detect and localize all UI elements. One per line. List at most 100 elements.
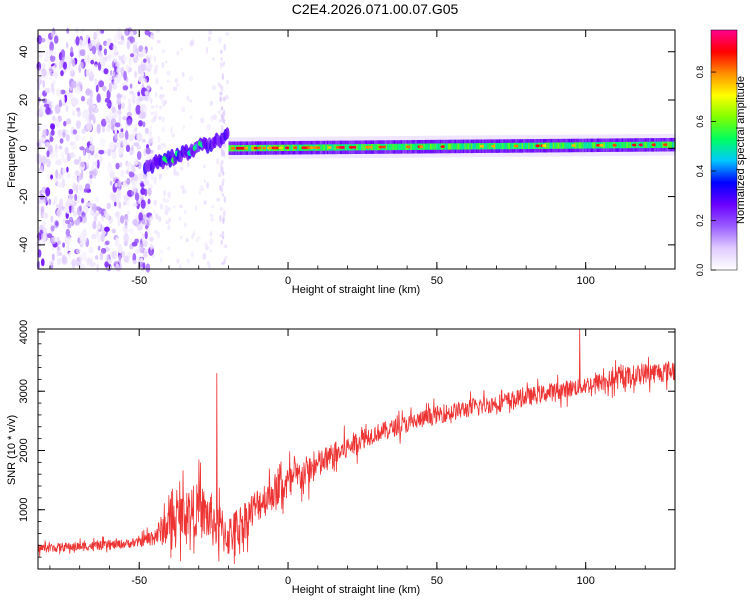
noise-blob — [132, 99, 136, 104]
noise-blob — [89, 135, 93, 145]
noise-blob — [108, 76, 113, 81]
noise-blob — [95, 196, 99, 203]
carrier-core — [429, 143, 432, 150]
carrier-core — [356, 144, 359, 151]
noise-blob — [140, 64, 147, 72]
noise-blob — [49, 50, 54, 55]
noise-blob — [96, 225, 101, 230]
noise-blob — [220, 166, 223, 172]
noise-blob — [131, 145, 134, 151]
noise-blob — [221, 73, 225, 80]
noise-blob — [161, 126, 166, 133]
carrier-core — [444, 143, 447, 150]
carrier-core — [547, 142, 550, 149]
noise-blob — [86, 69, 90, 77]
carrier-core — [357, 144, 360, 151]
noise-blob — [77, 176, 80, 185]
carrier-core — [248, 145, 251, 152]
noise-blob — [157, 136, 161, 143]
carrier-core — [592, 142, 594, 149]
noise-blob — [86, 121, 92, 131]
y-tick-label: -20 — [18, 189, 30, 205]
carrier-core — [554, 142, 557, 149]
noise-blob — [186, 95, 190, 102]
noise-blob — [51, 29, 55, 38]
noise-blob — [111, 106, 116, 114]
noise-blob — [159, 173, 163, 178]
noise-blob — [155, 230, 159, 235]
carrier-core — [385, 143, 388, 151]
carrier-core — [623, 142, 625, 149]
noise-blob — [68, 194, 75, 200]
noise-blob — [47, 144, 53, 153]
noise-blob — [222, 112, 225, 118]
noise-blob — [117, 219, 121, 227]
noise-blob — [116, 99, 121, 105]
noise-blob — [134, 127, 138, 132]
noise-blob — [150, 32, 154, 39]
noise-blob — [127, 189, 133, 197]
noise-blob — [39, 190, 43, 195]
noise-blob — [107, 259, 112, 265]
carrier-core — [646, 141, 648, 149]
noise-blob — [143, 251, 148, 258]
noise-blob — [155, 91, 158, 98]
carrier-core — [325, 144, 327, 151]
noise-blob — [82, 109, 89, 118]
noise-blob — [57, 240, 61, 245]
carrier-core — [323, 144, 326, 151]
carrier-peak — [262, 146, 267, 150]
carrier-peak — [440, 145, 446, 149]
noise-blob — [61, 255, 67, 265]
carrier-core — [451, 143, 454, 150]
noise-blob — [126, 161, 130, 172]
noise-blob — [126, 111, 133, 118]
noise-blob — [178, 216, 182, 221]
noise-blob — [224, 256, 228, 260]
noise-blob — [106, 102, 112, 107]
noise-blob — [41, 63, 47, 69]
noise-blob — [161, 61, 165, 69]
noise-blob — [206, 181, 210, 189]
carrier-core — [426, 143, 429, 150]
noise-blob — [208, 30, 213, 35]
carrier-peak — [479, 144, 485, 148]
noise-blob — [135, 248, 140, 255]
noise-blob — [159, 86, 163, 90]
noise-blob — [223, 118, 226, 125]
noise-blob — [74, 170, 80, 177]
noise-blob — [86, 88, 90, 93]
noise-blob — [106, 126, 110, 133]
x-tick-label: 0 — [285, 275, 291, 287]
noise-blob — [54, 195, 58, 204]
noise-blob — [179, 166, 184, 171]
carrier-core — [523, 142, 526, 150]
noise-blob — [134, 71, 137, 79]
noise-blob — [111, 228, 117, 234]
noise-blob — [126, 199, 131, 207]
noise-blob — [107, 148, 112, 157]
carrier-core — [411, 143, 414, 150]
noise-blob — [88, 112, 92, 123]
noise-blob — [119, 215, 125, 224]
noise-blob — [211, 205, 215, 209]
noise-blob — [54, 118, 59, 127]
carrier-core — [462, 143, 465, 150]
carrier-peak — [406, 145, 412, 149]
noise-blob — [115, 162, 120, 170]
colorbar-tick-label: 0.8 — [695, 66, 705, 79]
noise-blob — [120, 94, 126, 99]
noise-blob — [117, 109, 122, 115]
carrier-core — [392, 143, 395, 151]
noise-blob — [40, 206, 45, 213]
noise-blob — [109, 70, 113, 76]
noise-blob — [45, 187, 51, 197]
noise-blob — [87, 68, 93, 77]
noise-blob — [101, 56, 106, 67]
carrier-core — [624, 141, 627, 149]
noise-blob — [132, 219, 138, 226]
noise-blob — [68, 56, 72, 63]
carrier-core — [629, 141, 632, 149]
noise-blob — [61, 151, 65, 162]
noise-blob — [61, 52, 65, 61]
